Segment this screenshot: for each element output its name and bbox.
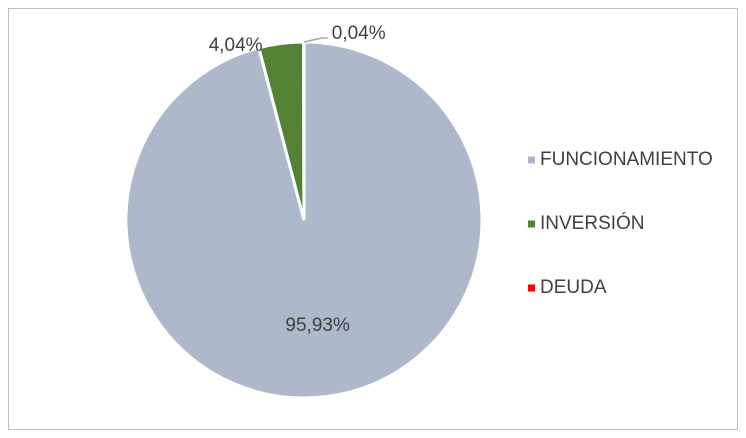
legend-label: FUNCIONAMIENTO [540, 149, 713, 170]
data-label: 95,93% [285, 315, 350, 336]
leader-line [303, 37, 328, 43]
data-label: 0,04% [332, 23, 386, 44]
data-label: 4,04% [209, 35, 263, 56]
legend-label: DEUDA [540, 277, 607, 298]
legend-swatch [528, 156, 535, 164]
legend-swatch [528, 284, 535, 292]
legend-label: INVERSIÓN [540, 212, 645, 234]
legend-swatch [528, 220, 535, 228]
